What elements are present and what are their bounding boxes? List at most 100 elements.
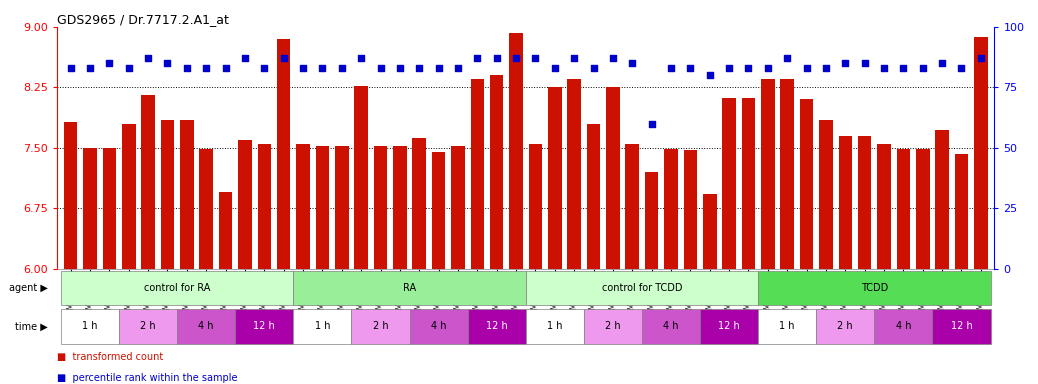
Point	[62, 65, 79, 71]
Bar	[700, 309, 758, 344]
Bar	[664, 149, 678, 269]
Text: TCDD: TCDD	[861, 283, 887, 293]
Point	[837, 60, 853, 66]
Point	[431, 65, 447, 71]
Point	[604, 55, 621, 61]
Point	[662, 65, 679, 71]
Point	[256, 65, 273, 71]
Bar	[548, 88, 562, 269]
Point	[740, 65, 757, 71]
Bar	[839, 136, 852, 269]
Bar	[819, 120, 832, 269]
Text: 1 h: 1 h	[780, 321, 795, 331]
Point	[934, 60, 951, 66]
Bar	[758, 309, 816, 344]
Text: 2 h: 2 h	[838, 321, 853, 331]
Point	[644, 121, 660, 127]
Point	[373, 65, 389, 71]
Point	[237, 55, 253, 61]
Point	[876, 65, 893, 71]
Bar	[452, 146, 465, 269]
Text: 1 h: 1 h	[547, 321, 563, 331]
Bar	[161, 120, 174, 269]
Point	[159, 60, 175, 66]
Bar	[641, 309, 700, 344]
Bar	[410, 309, 468, 344]
Bar	[294, 309, 352, 344]
Bar	[857, 136, 872, 269]
Bar	[626, 144, 639, 269]
Bar	[645, 172, 658, 269]
Text: 2 h: 2 h	[373, 321, 388, 331]
Text: 4 h: 4 h	[198, 321, 214, 331]
Bar	[955, 154, 968, 269]
Bar	[897, 149, 910, 269]
Bar	[568, 79, 581, 269]
Bar	[761, 79, 774, 269]
Bar	[742, 98, 756, 269]
Point	[682, 65, 699, 71]
Text: 4 h: 4 h	[896, 321, 911, 331]
Bar	[722, 98, 736, 269]
Text: ■  transformed count: ■ transformed count	[57, 352, 163, 362]
Point	[585, 65, 602, 71]
Bar	[393, 146, 407, 269]
Point	[527, 55, 544, 61]
Bar	[799, 99, 814, 269]
Point	[624, 60, 640, 66]
Point	[702, 72, 718, 78]
Bar	[684, 150, 698, 269]
Point	[449, 65, 466, 71]
Point	[760, 65, 776, 71]
Bar	[236, 309, 294, 344]
Bar	[257, 144, 271, 269]
Point	[778, 55, 795, 61]
Text: ■  percentile rank within the sample: ■ percentile rank within the sample	[57, 373, 238, 383]
Bar	[974, 36, 987, 269]
Text: 12 h: 12 h	[718, 321, 740, 331]
Text: RA: RA	[403, 283, 416, 293]
Bar	[316, 146, 329, 269]
Point	[391, 65, 408, 71]
Text: 2 h: 2 h	[140, 321, 156, 331]
Bar	[432, 152, 445, 269]
Point	[217, 65, 234, 71]
Bar	[932, 309, 990, 344]
Bar	[877, 144, 891, 269]
Bar	[468, 309, 525, 344]
Point	[120, 65, 137, 71]
Point	[295, 65, 311, 71]
Bar	[61, 271, 294, 305]
Text: control for RA: control for RA	[144, 283, 211, 293]
Point	[508, 55, 524, 61]
Point	[82, 65, 99, 71]
Point	[895, 65, 911, 71]
Bar	[781, 79, 794, 269]
Bar	[177, 309, 236, 344]
Text: 4 h: 4 h	[431, 321, 446, 331]
Text: 4 h: 4 h	[663, 321, 679, 331]
Text: control for TCDD: control for TCDD	[602, 283, 682, 293]
Bar	[277, 39, 291, 269]
Bar	[141, 95, 155, 269]
Point	[198, 65, 215, 71]
Point	[179, 65, 195, 71]
Bar	[525, 271, 758, 305]
Point	[818, 65, 835, 71]
Text: 1 h: 1 h	[82, 321, 98, 331]
Text: 12 h: 12 h	[486, 321, 508, 331]
Bar	[61, 309, 119, 344]
Bar	[354, 86, 367, 269]
Bar	[219, 192, 233, 269]
Point	[469, 55, 486, 61]
Text: agent ▶: agent ▶	[9, 283, 48, 293]
Bar	[412, 138, 426, 269]
Point	[566, 55, 582, 61]
Point	[546, 65, 563, 71]
Point	[720, 65, 737, 71]
Bar	[606, 88, 620, 269]
Bar	[874, 309, 932, 344]
Text: 12 h: 12 h	[951, 321, 973, 331]
Bar	[470, 79, 484, 269]
Text: 1 h: 1 h	[315, 321, 330, 331]
